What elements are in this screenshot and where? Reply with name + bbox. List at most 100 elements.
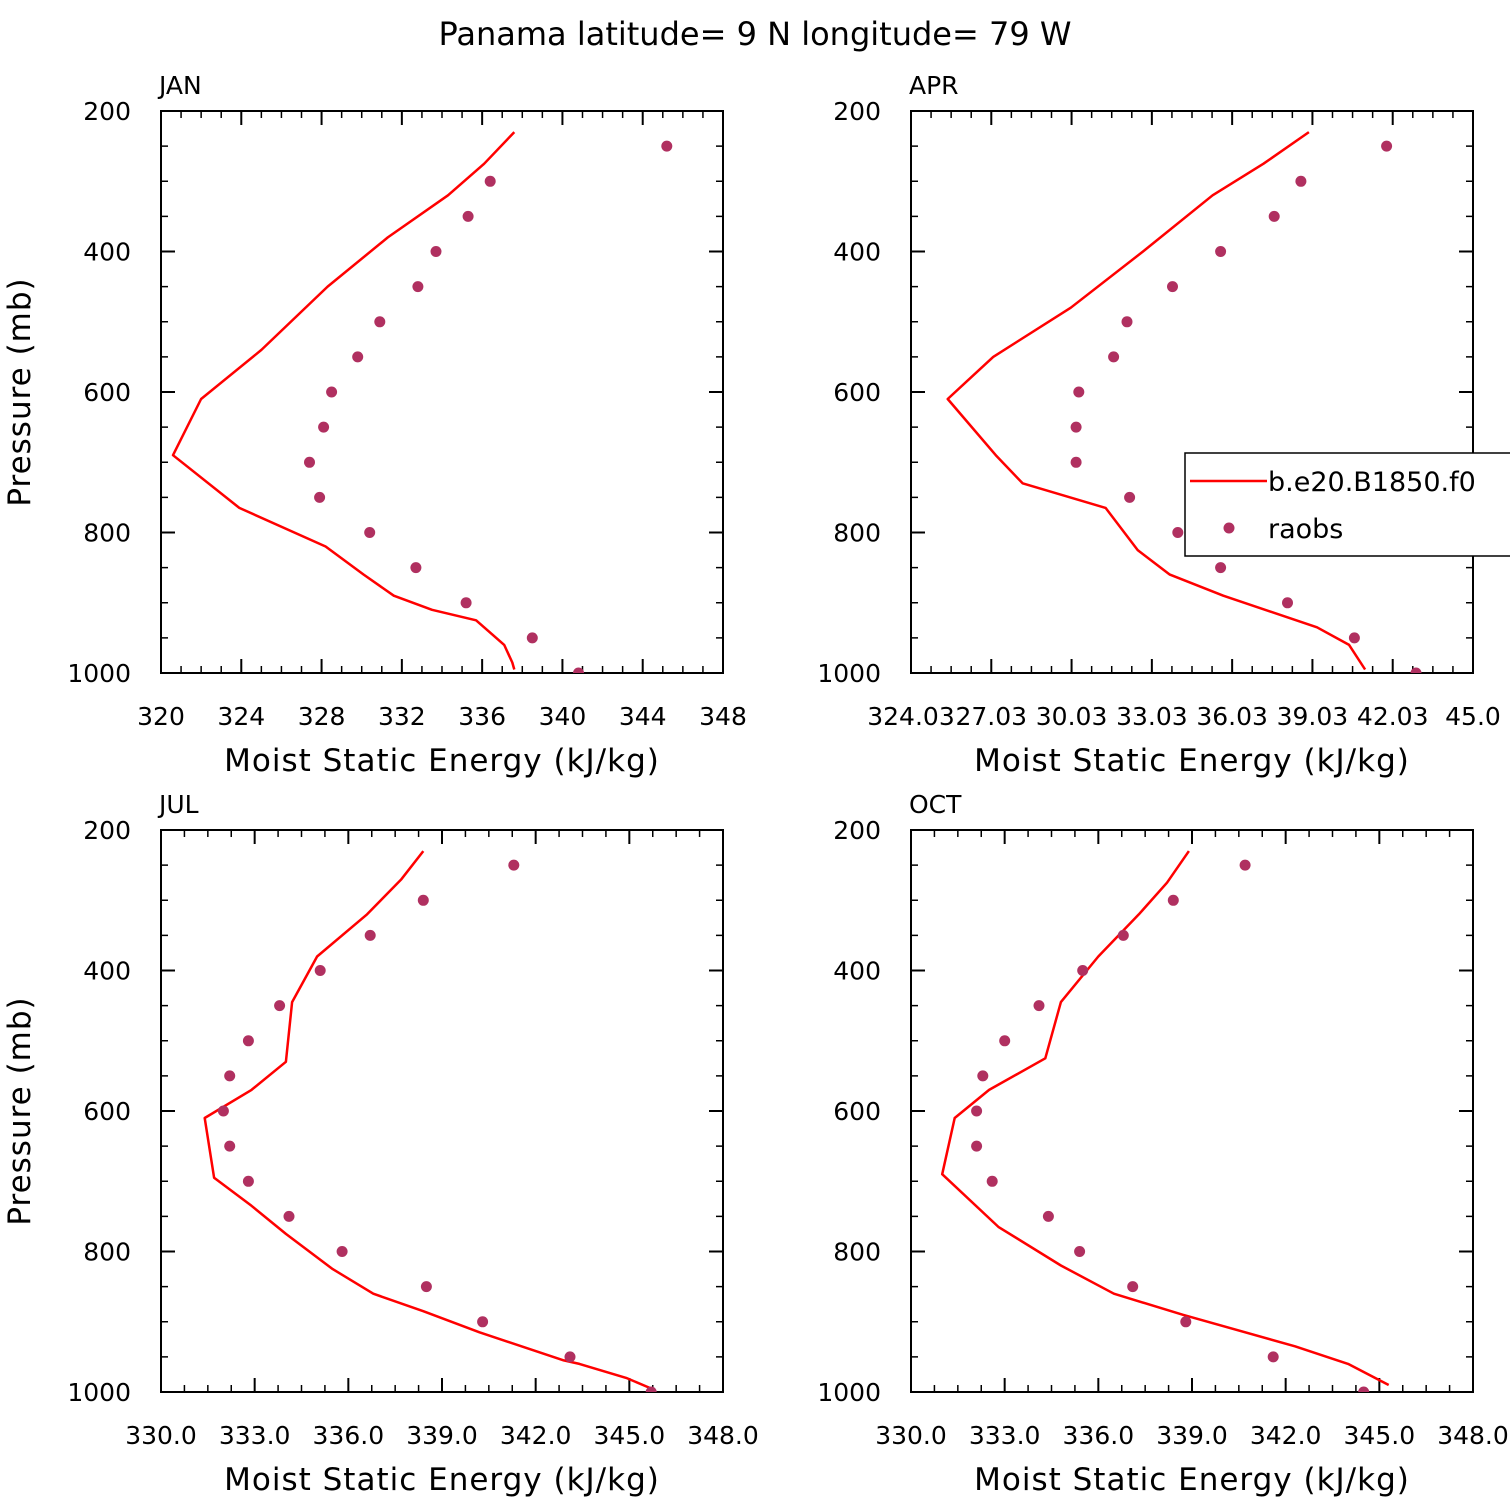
obs-point <box>364 527 376 538</box>
x-tick-label: 27.03 <box>955 702 1027 731</box>
obs-point <box>462 210 474 222</box>
obs-point <box>314 491 326 503</box>
data-layer <box>171 131 673 673</box>
x-tick-label: 348.0 <box>687 1421 759 1450</box>
x-tick-label: 348 <box>699 702 747 731</box>
obs-point <box>1215 562 1227 574</box>
legend-obs-swatch <box>1223 522 1235 534</box>
y-tick-label: 800 <box>833 1238 881 1267</box>
obs-point <box>1127 1281 1139 1293</box>
x-tick-label: 39.03 <box>1277 702 1349 731</box>
y-tick-label: 200 <box>833 816 881 845</box>
model-line <box>940 850 1390 1387</box>
obs-point <box>1295 175 1307 187</box>
panel-label: JUL <box>157 790 199 819</box>
x-axis-label: Moist Static Energy (kJ/kg) <box>974 743 1410 779</box>
x-tick-label: 348.0 <box>1437 1421 1509 1450</box>
obs-point <box>274 1000 286 1012</box>
obs-point <box>1167 281 1178 293</box>
obs-point <box>1073 386 1085 398</box>
plot-frame <box>160 829 724 1393</box>
panel-apr: 200 400 600 800 1000 324.03 27.03 30.03 33.03 36.… <box>817 71 1500 779</box>
obs-point <box>645 1386 657 1392</box>
obs-point <box>420 1281 432 1293</box>
panel-label: JAN <box>157 71 202 100</box>
y-tick-label: 1000 <box>67 659 131 688</box>
data-layer <box>203 850 657 1392</box>
obs-point <box>217 1105 229 1117</box>
x-tick-label: 330.0 <box>875 1421 947 1450</box>
y-tick-label: 200 <box>833 97 881 126</box>
y-tick-label: 400 <box>83 957 131 986</box>
y-tick-label: 600 <box>833 1097 881 1126</box>
y-tick-label: 1000 <box>67 1378 131 1407</box>
obs-point <box>1180 1316 1192 1328</box>
y-axis-label: Pressure (mb) <box>2 996 38 1225</box>
x-axis-label: Moist Static Energy (kJ/kg) <box>974 1462 1410 1498</box>
x-tick-label: 330.0 <box>125 1421 197 1450</box>
panel-jul: 200 400 600 800 1000 330.0 333.0 336.0 339.0 342.… <box>2 790 759 1498</box>
x-tick-label: 324 <box>217 702 265 731</box>
x-tick-label: 344 <box>619 702 667 731</box>
x-tick-label: 336 <box>458 702 506 731</box>
legend-box <box>1184 452 1510 557</box>
obs-point <box>477 1316 489 1328</box>
obs-point <box>1348 632 1360 644</box>
data-layer <box>940 850 1390 1392</box>
y-tick-label: 800 <box>833 519 881 548</box>
obs-point <box>1121 316 1133 328</box>
x-tick-label: 324.03 <box>867 702 954 731</box>
figure-title: Panama latitude= 9 N longitude= 79 W <box>439 15 1072 53</box>
x-tick-label: 340 <box>539 702 587 731</box>
obs-point <box>484 175 496 187</box>
obs-point <box>336 1246 348 1257</box>
obs-point <box>508 859 520 871</box>
obs-point <box>1381 140 1393 152</box>
obs-point <box>326 386 338 398</box>
panel-label: APR <box>909 71 959 100</box>
obs-point <box>242 1035 254 1047</box>
data-layer <box>946 131 1422 673</box>
obs-point <box>412 281 424 293</box>
obs-point <box>999 1035 1011 1047</box>
obs-point <box>986 1175 998 1187</box>
y-tick-label: 400 <box>83 238 131 267</box>
obs-point <box>224 1070 236 1082</box>
y-tick-label: 600 <box>83 378 131 407</box>
y-tick-label: 200 <box>83 816 131 845</box>
obs-point <box>1077 965 1089 976</box>
panel-label: OCT <box>909 790 962 819</box>
obs-point <box>573 667 584 673</box>
x-tick-label: 336.0 <box>1063 1421 1135 1450</box>
x-tick-label: 33.03 <box>1116 702 1188 731</box>
x-tick-label: 345.0 <box>594 1421 666 1450</box>
obs-point <box>1215 246 1227 257</box>
model-line <box>946 131 1367 671</box>
obs-point <box>283 1210 295 1222</box>
obs-point <box>1124 491 1136 503</box>
x-tick-label: 320 <box>137 702 185 731</box>
obs-point <box>304 456 315 468</box>
obs-point <box>1358 1386 1370 1392</box>
model-line <box>203 850 652 1390</box>
obs-point <box>364 929 376 941</box>
obs-point <box>224 1140 236 1152</box>
obs-point <box>314 965 326 976</box>
x-axis-label: Moist Static Energy (kJ/kg) <box>224 743 660 779</box>
y-tick-label: 600 <box>83 1097 131 1126</box>
y-tick-label: 600 <box>833 378 881 407</box>
obs-point <box>352 351 364 363</box>
x-tick-label: 336.0 <box>313 1421 385 1450</box>
y-tick-label: 1000 <box>817 659 881 688</box>
obs-point <box>971 1140 983 1152</box>
x-tick-label: 30.03 <box>1036 702 1108 731</box>
obs-point <box>1268 210 1280 222</box>
obs-point <box>661 140 673 152</box>
y-tick-label: 800 <box>83 1238 131 1267</box>
x-tick-label: 328 <box>298 702 346 731</box>
obs-point <box>1070 456 1082 468</box>
y-tick-label: 400 <box>833 238 881 267</box>
obs-point <box>242 1175 254 1187</box>
